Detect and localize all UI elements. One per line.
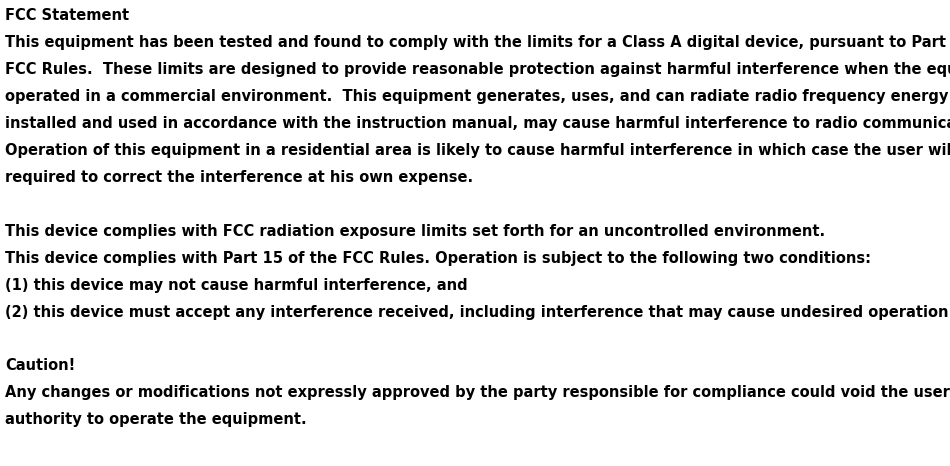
Text: Caution!: Caution! <box>5 358 75 373</box>
Text: FCC Rules.  These limits are designed to provide reasonable protection against h: FCC Rules. These limits are designed to … <box>5 62 950 77</box>
Text: Any changes or modifications not expressly approved by the party responsible for: Any changes or modifications not express… <box>5 385 950 400</box>
Text: This equipment has been tested and found to comply with the limits for a Class A: This equipment has been tested and found… <box>5 35 950 50</box>
Text: operated in a commercial environment.  This equipment generates, uses, and can r: operated in a commercial environment. Th… <box>5 89 950 104</box>
Text: authority to operate the equipment.: authority to operate the equipment. <box>5 412 307 427</box>
Text: required to correct the interference at his own expense.: required to correct the interference at … <box>5 170 473 185</box>
Text: Operation of this equipment in a residential area is likely to cause harmful int: Operation of this equipment in a residen… <box>5 143 950 158</box>
Text: This device complies with Part 15 of the FCC Rules. Operation is subject to the : This device complies with Part 15 of the… <box>5 251 871 266</box>
Text: (1) this device may not cause harmful interference, and: (1) this device may not cause harmful in… <box>5 278 467 293</box>
Text: (2) this device must accept any interference received, including interference th: (2) this device must accept any interfer… <box>5 305 950 320</box>
Text: This device complies with FCC radiation exposure limits set forth for an uncontr: This device complies with FCC radiation … <box>5 224 826 239</box>
Text: FCC Statement: FCC Statement <box>5 8 129 23</box>
Text: installed and used in accordance with the instruction manual, may cause harmful : installed and used in accordance with th… <box>5 116 950 131</box>
